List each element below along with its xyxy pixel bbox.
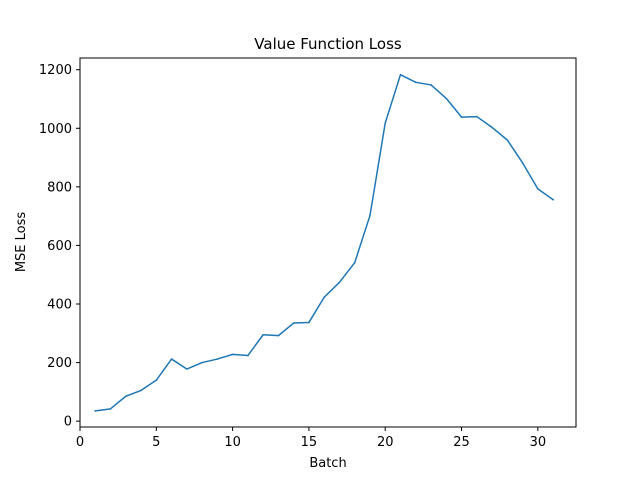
data-point xyxy=(552,198,554,201)
data-point xyxy=(216,358,219,360)
data-point xyxy=(308,321,310,324)
data-point xyxy=(506,139,509,141)
data-point xyxy=(353,261,356,264)
data-point xyxy=(399,73,402,76)
data-point xyxy=(140,389,142,392)
data-point xyxy=(231,353,234,356)
y-tick-label: 800 xyxy=(47,180,72,195)
data-point xyxy=(170,358,173,360)
data-point xyxy=(186,368,188,370)
plot-background xyxy=(80,58,576,427)
data-point xyxy=(521,162,524,164)
y-axis-title: MSE Loss xyxy=(14,212,29,273)
data-point xyxy=(338,281,341,284)
data-point xyxy=(262,333,264,336)
data-point xyxy=(292,322,295,324)
x-tick-label: 30 xyxy=(530,435,547,450)
data-point xyxy=(109,408,112,410)
x-tick-label: 0 xyxy=(76,435,84,450)
data-point xyxy=(476,115,478,118)
y-tick-label: 0 xyxy=(64,415,72,430)
data-point xyxy=(247,354,249,357)
data-point xyxy=(124,395,127,398)
data-point xyxy=(445,97,448,100)
x-tick-label: 25 xyxy=(453,435,470,450)
y-tick-label: 1000 xyxy=(39,122,72,137)
y-tick-label: 400 xyxy=(47,298,72,313)
data-point xyxy=(277,334,280,337)
y-tick-label: 200 xyxy=(47,356,72,371)
data-point xyxy=(201,361,203,364)
x-tick-label: 20 xyxy=(377,435,394,450)
x-tick-label: 15 xyxy=(301,435,318,450)
x-tick-label: 5 xyxy=(152,435,160,450)
data-point xyxy=(384,122,387,124)
y-axis: 0 200 400 600 800 1000 1200 xyxy=(39,63,80,430)
data-point xyxy=(491,126,493,129)
plot-frame xyxy=(79,57,577,428)
y-tick-label: 1200 xyxy=(39,63,72,78)
x-tick-label: 10 xyxy=(224,435,241,450)
data-point xyxy=(369,214,371,217)
x-axis-title: Batch xyxy=(309,456,346,471)
data-point xyxy=(155,379,158,381)
chart-title: Value Function Loss xyxy=(254,35,402,53)
data-point xyxy=(430,84,432,86)
data-point xyxy=(323,296,325,299)
data-point xyxy=(460,116,463,118)
data-point xyxy=(414,81,417,84)
data-point xyxy=(94,410,97,412)
data-point xyxy=(537,188,539,190)
y-tick-label: 600 xyxy=(47,239,72,254)
chart-marks xyxy=(94,73,555,412)
x-axis: 0 5 10 15 20 25 30 xyxy=(76,427,546,450)
